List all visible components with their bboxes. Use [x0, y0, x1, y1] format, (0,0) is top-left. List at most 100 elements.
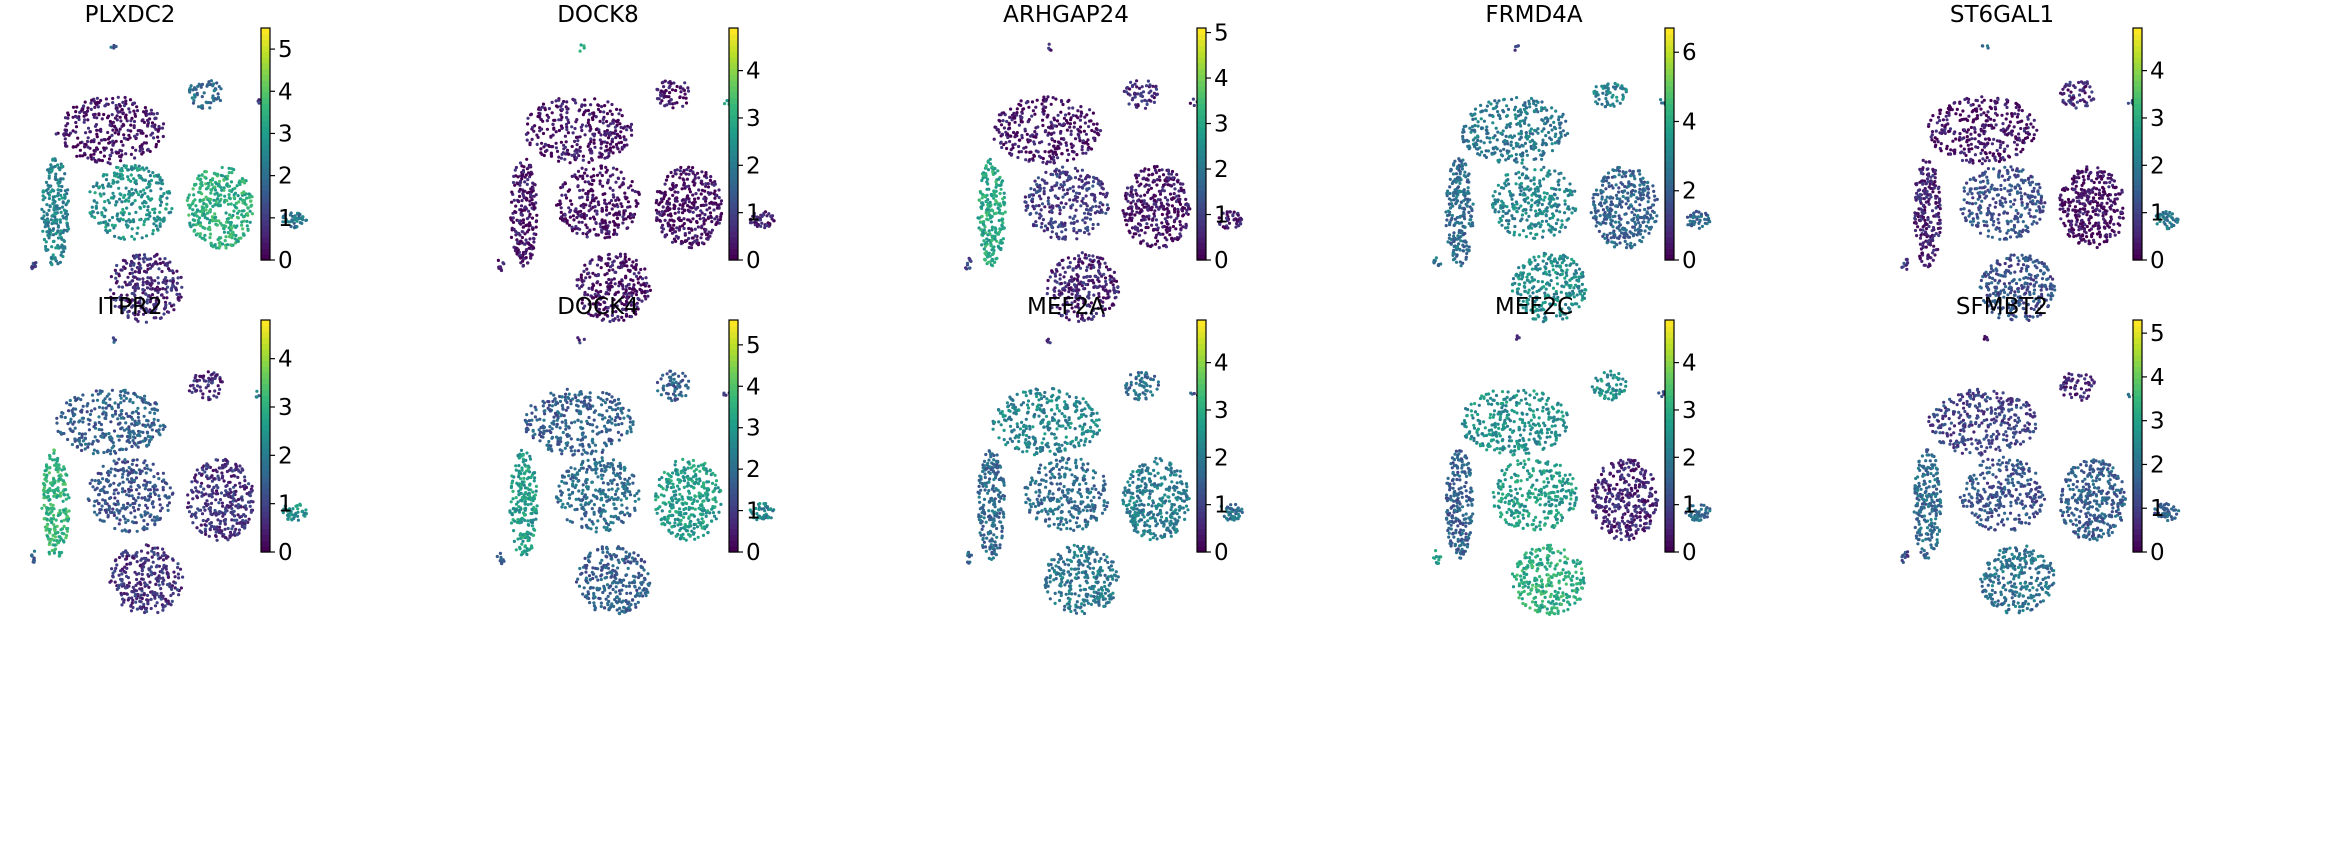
cell-point	[63, 128, 67, 132]
cell-point	[103, 200, 107, 204]
cell-point	[1127, 229, 1131, 233]
cell-point	[1071, 185, 1075, 189]
cell-point	[129, 202, 134, 206]
cell-point	[1042, 192, 1046, 196]
cell-point	[129, 119, 133, 123]
cell-point	[219, 236, 223, 240]
cell-point	[621, 221, 625, 225]
cell-point	[687, 165, 691, 169]
cell-point	[1007, 126, 1012, 130]
colorbar-segment	[1197, 97, 1206, 104]
cell-point	[570, 225, 574, 229]
cell-point	[1097, 210, 1101, 214]
colorbar-segment	[729, 138, 738, 145]
cell-point	[560, 115, 564, 119]
cell-point	[669, 81, 673, 86]
cell-point	[118, 197, 122, 201]
cell-point	[91, 210, 95, 214]
cell-point	[624, 276, 628, 280]
cell-point	[232, 233, 236, 237]
cell-point	[515, 231, 520, 235]
cell-point	[682, 209, 687, 213]
cell-point	[1180, 209, 1185, 213]
cell-point	[1482, 141, 1486, 145]
cell-point	[998, 241, 1002, 245]
cell-point	[994, 257, 998, 261]
cell-point	[691, 166, 695, 170]
cell-point	[590, 285, 595, 290]
cell-point	[663, 193, 668, 197]
cell-point	[669, 170, 673, 175]
cell-point	[1137, 86, 1142, 90]
cell-point	[235, 184, 239, 188]
cell-point	[216, 172, 220, 176]
cell-point	[165, 290, 169, 294]
cell-point	[170, 269, 175, 273]
cell-point	[1078, 139, 1082, 143]
cell-point	[78, 110, 82, 115]
cell-point	[684, 185, 688, 189]
cell-point	[703, 230, 707, 234]
cell-point	[1083, 256, 1087, 260]
cell-point	[666, 174, 670, 178]
cell-point	[1084, 140, 1088, 144]
cell-point	[523, 251, 528, 256]
cell-point	[116, 166, 120, 170]
cell-point	[984, 174, 988, 178]
cell-point	[629, 184, 633, 188]
cell-point	[1099, 256, 1103, 260]
cell-point	[229, 202, 233, 206]
cell-point	[1109, 280, 1113, 284]
cell-point	[167, 267, 171, 271]
colorbar-segment	[1197, 109, 1206, 116]
cell-point	[674, 234, 679, 238]
cell-point	[1157, 168, 1161, 172]
cell-point	[594, 221, 598, 225]
cell-point	[521, 218, 526, 222]
cell-point	[41, 229, 45, 233]
cell-point	[1129, 186, 1133, 190]
cell-point	[1049, 149, 1053, 153]
cell-point	[1038, 186, 1042, 190]
cell-point	[618, 254, 623, 258]
cell-point	[60, 205, 65, 209]
cell-point	[135, 105, 139, 109]
cell-point	[1076, 275, 1080, 279]
cell-point	[142, 204, 146, 209]
cell-point	[1179, 186, 1183, 190]
cell-point	[1087, 232, 1091, 236]
cell-point	[1084, 151, 1088, 155]
cell-point	[681, 224, 685, 228]
cell-point	[670, 231, 675, 235]
cell-point	[1055, 235, 1059, 239]
cell-point	[1121, 209, 1125, 213]
cell-point	[1185, 208, 1189, 212]
cell-point	[618, 108, 622, 112]
cell-point	[137, 193, 141, 197]
cell-point	[696, 225, 701, 229]
cell-point	[1049, 48, 1053, 52]
cell-point	[211, 177, 215, 181]
cell-point	[610, 207, 614, 211]
cell-point	[164, 262, 168, 266]
cell-point	[1473, 107, 1478, 111]
cell-point	[1144, 84, 1149, 88]
cell-point	[1034, 204, 1038, 208]
cell-point	[1031, 109, 1035, 113]
cell-point	[247, 196, 251, 200]
cell-point	[92, 140, 96, 144]
cell-point	[692, 183, 696, 187]
cell-point	[161, 219, 165, 223]
cell-point	[1142, 199, 1146, 203]
cell-point	[1153, 209, 1157, 213]
cell-point	[1054, 153, 1058, 157]
cell-point	[56, 163, 60, 167]
cell-point	[988, 254, 992, 258]
cell-point	[990, 235, 995, 239]
cell-point	[1165, 212, 1169, 216]
cell-point	[993, 171, 997, 175]
cell-point	[588, 216, 592, 220]
cell-point	[1126, 219, 1130, 223]
cell-point	[205, 101, 209, 105]
cell-point	[121, 143, 125, 147]
